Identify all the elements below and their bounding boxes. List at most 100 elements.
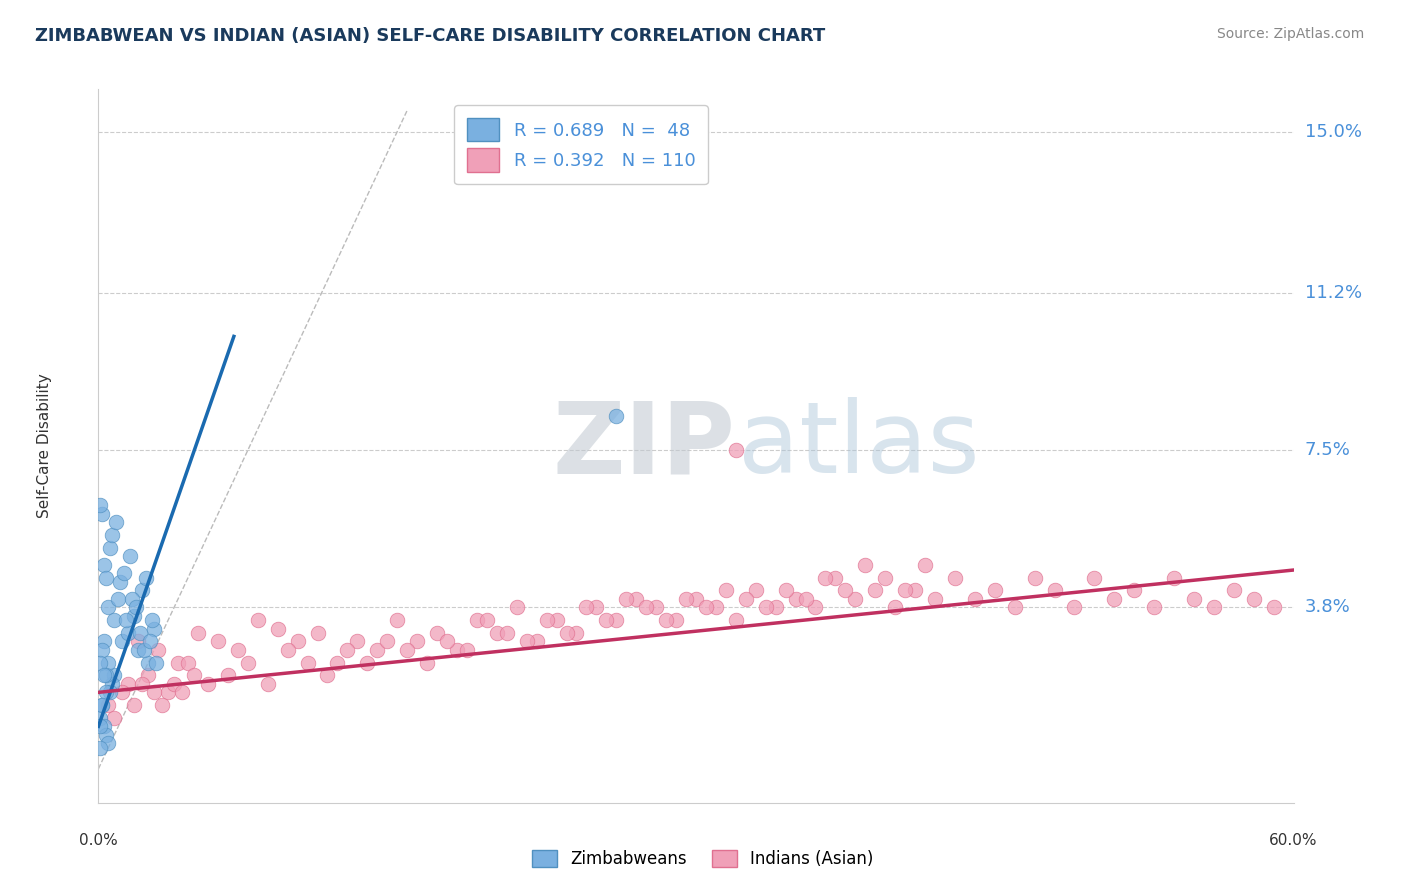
Point [226, 643, 249, 657]
Point [1004, 600, 1026, 615]
Point [91, 698, 114, 712]
Point [98, 541, 122, 555]
Point [97, 698, 120, 712]
Point [685, 591, 707, 606]
Point [96, 685, 118, 699]
Point [904, 583, 927, 598]
Point [645, 600, 668, 615]
Text: Self-Care Disability: Self-Care Disability [37, 374, 52, 518]
Point [465, 613, 488, 627]
Point [236, 656, 259, 670]
Point [1123, 583, 1146, 598]
Point [785, 591, 807, 606]
Point [485, 626, 508, 640]
Text: 11.2%: 11.2% [1305, 284, 1362, 302]
Point [267, 622, 290, 636]
Text: 7.5%: 7.5% [1305, 442, 1351, 459]
Point [495, 626, 517, 640]
Point [565, 626, 588, 640]
Point [93, 668, 115, 682]
Point [287, 634, 309, 648]
Point [96, 668, 118, 682]
Point [626, 591, 648, 606]
Point [135, 571, 157, 585]
Point [984, 583, 1007, 598]
Point [117, 677, 139, 691]
Point [804, 600, 827, 615]
Point [536, 613, 558, 627]
Point [136, 656, 159, 670]
Point [585, 600, 607, 615]
Text: 15.0%: 15.0% [1305, 123, 1361, 141]
Point [456, 643, 478, 657]
Point [943, 571, 966, 585]
Point [1202, 600, 1225, 615]
Point [346, 634, 368, 648]
Point [1263, 600, 1285, 615]
Point [150, 698, 173, 712]
Point [127, 634, 149, 648]
Point [117, 626, 139, 640]
Point [256, 677, 278, 691]
Point [103, 711, 125, 725]
Point [724, 443, 747, 458]
Text: ZIMBABWEAN VS INDIAN (ASIAN) SELF-CARE DISABILITY CORRELATION CHART: ZIMBABWEAN VS INDIAN (ASIAN) SELF-CARE D… [35, 27, 825, 45]
Text: Source: ZipAtlas.com: Source: ZipAtlas.com [1216, 27, 1364, 41]
Point [148, 643, 170, 657]
Text: 60.0%: 60.0% [1270, 833, 1317, 848]
Point [103, 613, 125, 627]
Point [844, 591, 866, 606]
Point [316, 668, 339, 682]
Legend: Zimbabweans, Indians (Asian): Zimbabweans, Indians (Asian) [526, 843, 880, 875]
Point [605, 409, 627, 424]
Point [775, 583, 797, 598]
Point [131, 583, 153, 598]
Point [426, 626, 449, 640]
Point [139, 634, 162, 648]
Point [636, 600, 658, 615]
Point [172, 685, 194, 699]
Point [187, 626, 209, 640]
Point [665, 613, 688, 627]
Point [89, 711, 111, 725]
Point [89, 719, 111, 733]
Point [406, 634, 429, 648]
Point [217, 668, 239, 682]
Point [884, 600, 907, 615]
Point [963, 591, 986, 606]
Point [89, 499, 111, 513]
Point [506, 600, 529, 615]
Point [89, 656, 111, 670]
Point [143, 622, 166, 636]
Point [197, 677, 219, 691]
Point [475, 613, 498, 627]
Point [375, 634, 398, 648]
Point [101, 528, 124, 542]
Point [112, 566, 135, 581]
Point [121, 591, 143, 606]
Point [714, 583, 737, 598]
Point [924, 591, 946, 606]
Point [745, 583, 768, 598]
Point [103, 668, 125, 682]
Point [675, 591, 697, 606]
Point [595, 613, 617, 627]
Point [101, 677, 124, 691]
Point [177, 656, 200, 670]
Point [1083, 571, 1105, 585]
Point [97, 736, 120, 750]
Point [129, 626, 152, 640]
Text: 0.0%: 0.0% [79, 833, 118, 848]
Point [89, 740, 111, 755]
Point [1104, 591, 1126, 606]
Point [97, 656, 120, 670]
Point [446, 643, 468, 657]
Point [914, 558, 936, 572]
Point [724, 613, 747, 627]
Point [136, 668, 159, 682]
Point [655, 613, 678, 627]
Point [1163, 571, 1185, 585]
Point [555, 626, 578, 640]
Point [605, 613, 627, 627]
Point [157, 685, 180, 699]
